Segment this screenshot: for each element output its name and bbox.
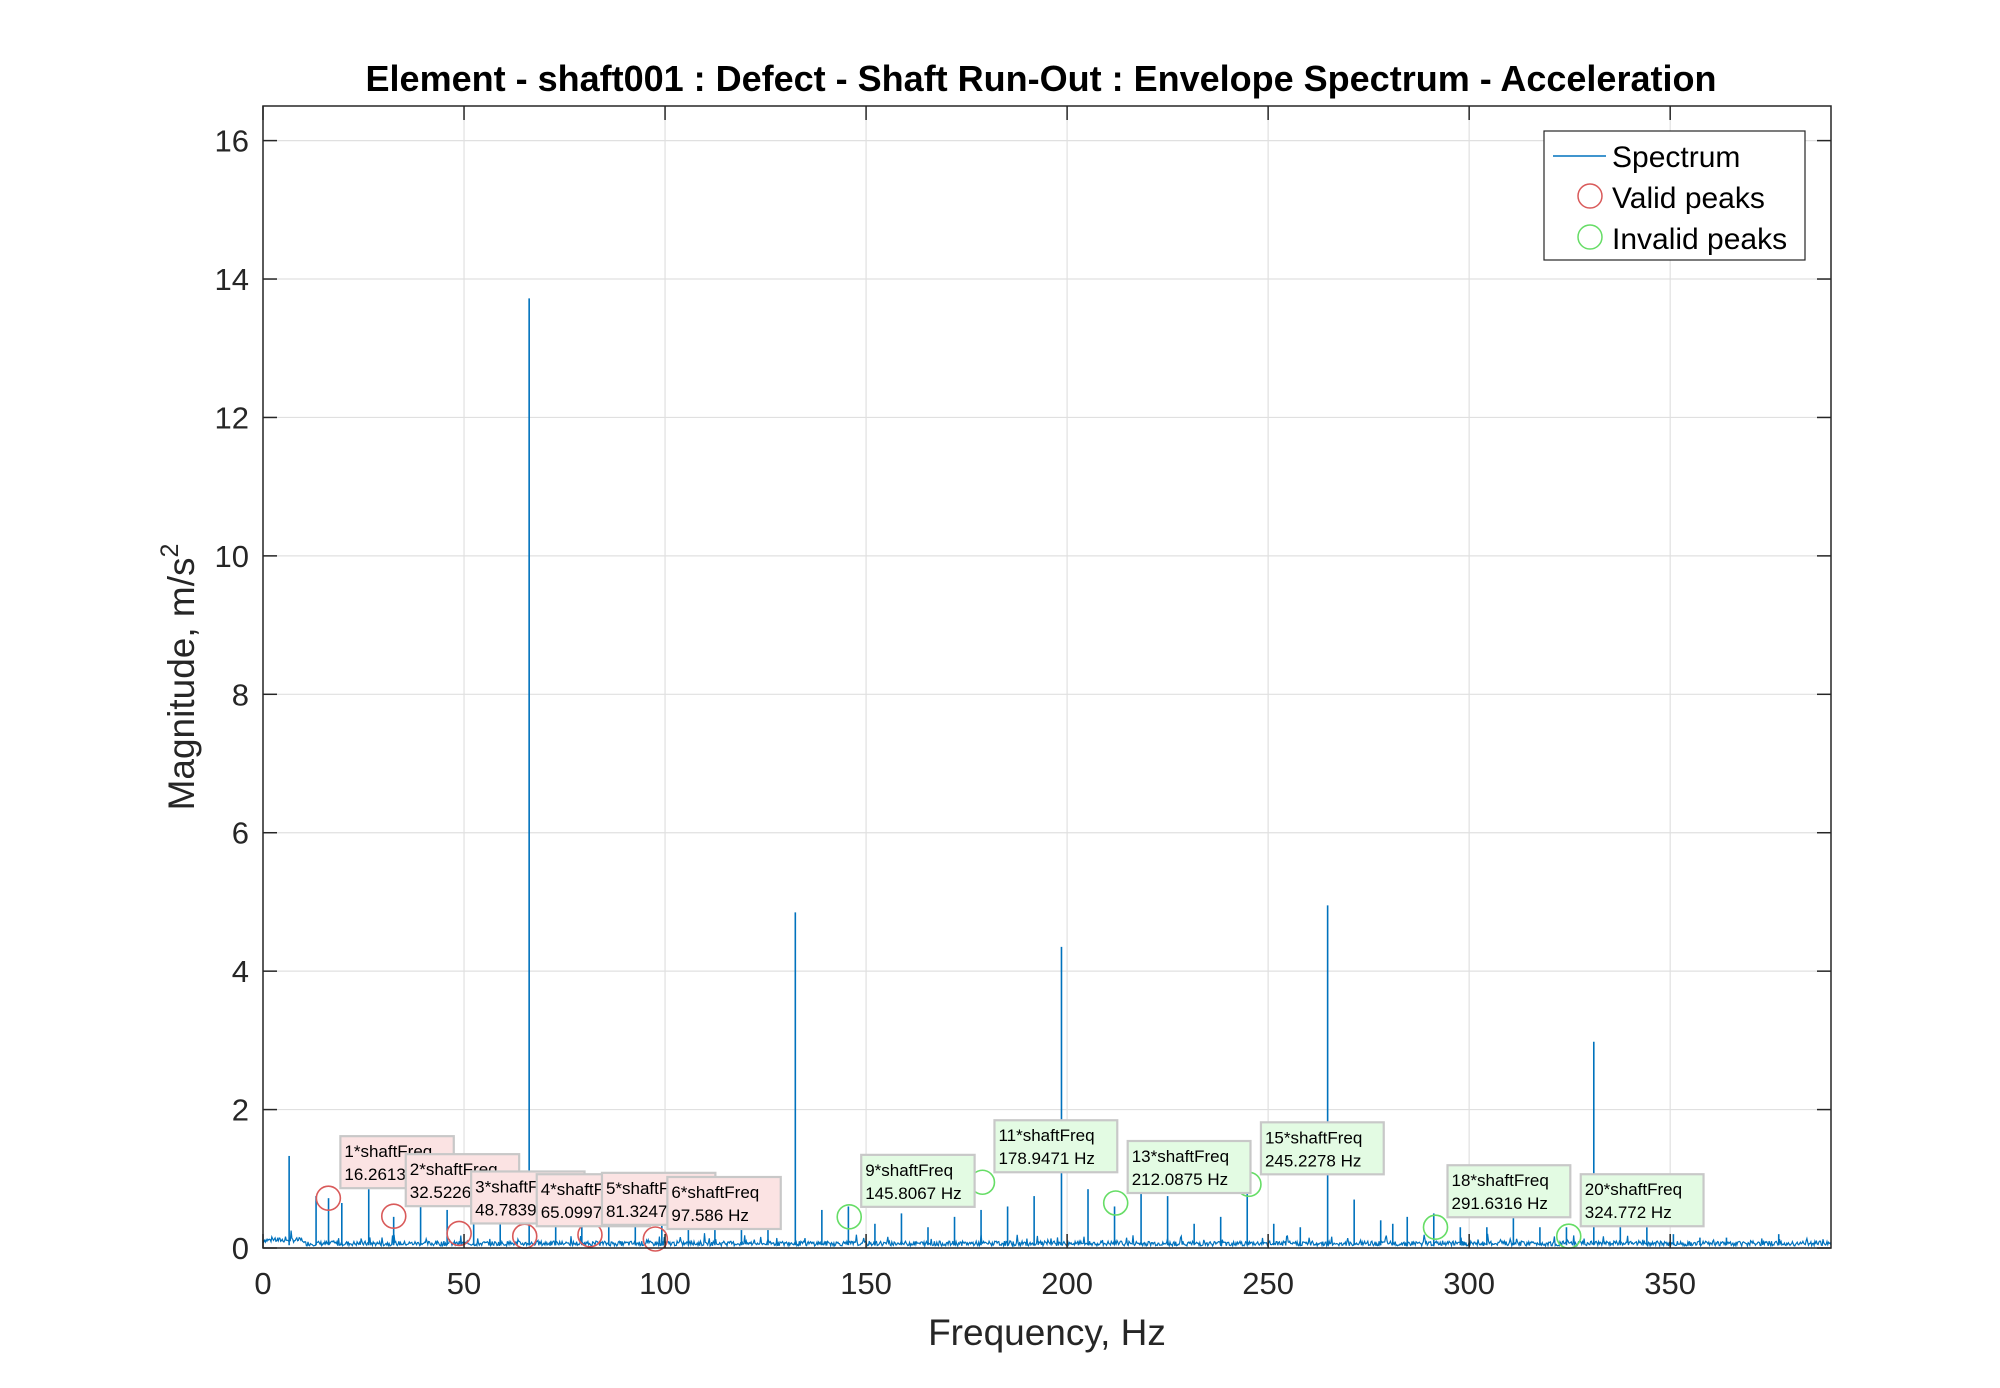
legend-spectrum-label: Spectrum — [1612, 141, 1740, 174]
valid-annotation-harmonic: 6*shaftFreq — [671, 1183, 759, 1202]
y-axis-label: Magnitude, m/s2 — [156, 544, 202, 811]
invalid-annotation-harmonic: 13*shaftFreq — [1132, 1147, 1229, 1166]
invalid-annotation-harmonic: 15*shaftFreq — [1265, 1128, 1362, 1147]
invalid-annotation-harmonic: 20*shaftFreq — [1585, 1180, 1682, 1199]
invalid-annotation-harmonic: 9*shaftFreq — [865, 1161, 953, 1180]
x-tick-label: 350 — [1644, 1266, 1696, 1301]
invalid-peak-annotation: 20*shaftFreq 324.772 Hz — [1579, 1173, 1705, 1228]
valid-peak-marker — [446, 1220, 472, 1247]
valid-peak-marker — [642, 1226, 669, 1252]
invalid-annotation-frequency: 178.9471 Hz — [998, 1149, 1094, 1168]
valid-peak-marker — [380, 1203, 407, 1229]
y-tick-label: 14 — [215, 262, 249, 297]
x-axis-label: Frequency, Hz — [928, 1312, 1166, 1353]
x-tick-label: 50 — [447, 1266, 481, 1301]
invalid-annotation-box — [993, 1119, 1119, 1174]
valid-annotation-frequency: 97.586 Hz — [671, 1206, 749, 1225]
invalid-annotation-harmonic: 18*shaftFreq — [1452, 1171, 1549, 1190]
chart-title: Element - shaft001 : Defect - Shaft Run-… — [366, 58, 1717, 99]
legend-invalid-swatch — [1577, 224, 1603, 250]
y-tick-label: 6 — [232, 816, 249, 851]
y-tick-label: 8 — [232, 677, 249, 712]
y-tick-label: 12 — [215, 400, 249, 435]
x-tick-label: 0 — [254, 1266, 271, 1301]
ticks-layer: 0 50 100 150 200 250 300 350 0 2 4 6 8 10 12 14 16 — [215, 106, 1831, 1301]
legend-valid-label: Valid peaks — [1612, 182, 1765, 215]
legend-box — [1543, 130, 1806, 261]
x-tick-label: 100 — [639, 1266, 691, 1301]
invalid-annotation-box — [1579, 1173, 1705, 1228]
valid-peak-annotation: 6*shaftFreq 97.586 Hz — [666, 1175, 782, 1231]
y-axis-label-superscript: 2 — [156, 544, 184, 558]
invalid-peak-annotation: 15*shaftFreq 245.2278 Hz — [1259, 1121, 1385, 1176]
invalid-peak-annotation: 13*shaftFreq 212.0875 Hz — [1126, 1139, 1252, 1195]
invalid-peak-marker — [836, 1204, 863, 1230]
valid-peak-marker — [315, 1185, 342, 1211]
invalid-peak-marker — [1422, 1214, 1449, 1241]
invalid-annotation-box — [1446, 1164, 1572, 1219]
x-tick-label: 300 — [1443, 1266, 1495, 1301]
plot-frame — [262, 105, 1832, 1249]
legend-invalid-label: Invalid peaks — [1612, 223, 1787, 256]
plot-background — [263, 106, 1831, 1248]
invalid-annotation-frequency: 212.0875 Hz — [1132, 1170, 1228, 1189]
y-tick-label: 0 — [232, 1231, 249, 1266]
x-tick-label: 200 — [1041, 1266, 1093, 1301]
invalid-annotation-frequency: 324.772 Hz — [1585, 1203, 1672, 1222]
spectrum-noise-floor — [262, 1230, 1832, 1249]
y-tick-label: 4 — [232, 954, 249, 989]
legend-valid-swatch — [1577, 183, 1603, 209]
y-tick-label: 2 — [232, 1093, 249, 1128]
invalid-annotation-frequency: 291.6316 Hz — [1452, 1194, 1548, 1213]
invalid-annotation-box — [1126, 1139, 1252, 1195]
invalid-annotation-frequency: 145.8067 Hz — [865, 1184, 961, 1203]
invalid-peak-annotation: 18*shaftFreq 291.6316 Hz — [1446, 1164, 1572, 1219]
invalid-peak-annotation: 9*shaftFreq 145.8067 Hz — [860, 1153, 976, 1208]
invalid-annotation-box — [860, 1153, 976, 1208]
y-axis-label-main: Magnitude, m/s — [161, 557, 202, 810]
invalid-annotation-harmonic: 11*shaftFreq — [998, 1126, 1094, 1145]
legend: Spectrum Valid peaks Invalid peaks — [1543, 130, 1806, 261]
invalid-annotation-box — [1259, 1121, 1385, 1176]
y-tick-label: 16 — [215, 124, 249, 159]
invalid-annotation-frequency: 245.2278 Hz — [1265, 1151, 1361, 1170]
invalid-peak-annotation: 11*shaftFreq 178.9471 Hz — [993, 1119, 1119, 1174]
invalid-peak-marker — [1102, 1190, 1129, 1216]
x-tick-label: 150 — [840, 1266, 892, 1301]
y-tick-label: 10 — [215, 539, 249, 574]
valid-annotation-box — [666, 1175, 782, 1231]
x-tick-label: 250 — [1242, 1266, 1294, 1301]
